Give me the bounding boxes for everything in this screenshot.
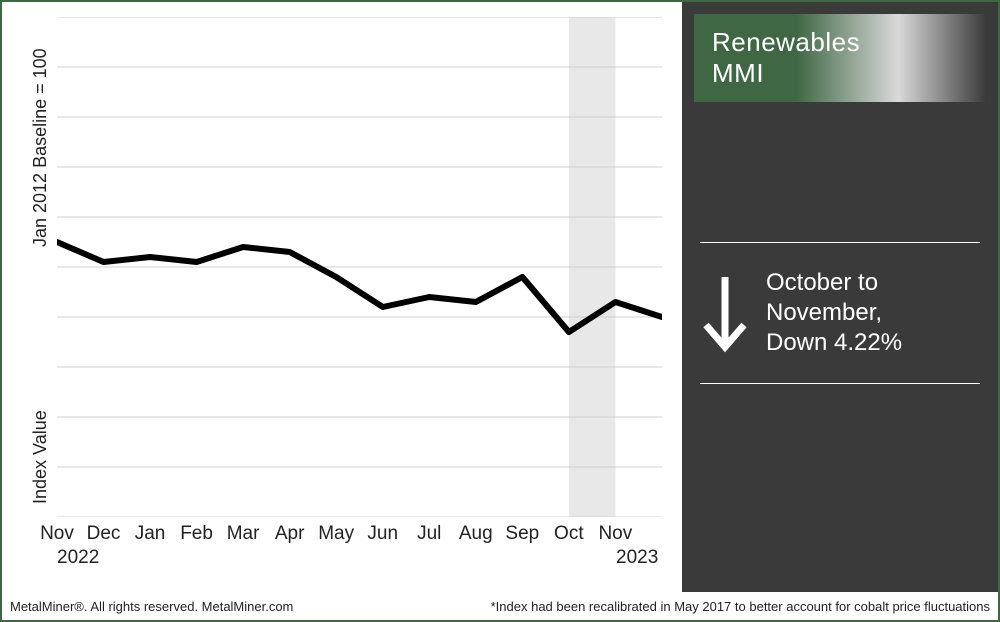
delta-line-3: Down 4.22% bbox=[766, 328, 902, 358]
chart-plot bbox=[57, 17, 662, 517]
y-axis-label-top: Jan 2012 Baseline = 100 bbox=[30, 48, 51, 247]
footer-footnote: *Index had been recalibrated in May 2017… bbox=[491, 599, 990, 614]
x-axis-year-left: 2022 bbox=[57, 547, 99, 569]
x-tick-label: Dec bbox=[80, 523, 127, 545]
delta-line-2: November, bbox=[766, 298, 902, 328]
x-tick-label: Jun bbox=[359, 523, 406, 545]
y-axis-label-bottom: Index Value bbox=[30, 410, 51, 504]
delta-block: October to November, Down 4.22% bbox=[682, 243, 998, 383]
x-tick-label: Nov bbox=[592, 523, 639, 545]
side-panel: Renewables MMI October to November, Down… bbox=[682, 2, 998, 592]
title-line-2: MMI bbox=[712, 58, 986, 89]
title-line-1: Renewables bbox=[712, 27, 986, 58]
footer: MetalMiner®. All rights reserved. MetalM… bbox=[2, 592, 998, 620]
x-axis-year-right: 2023 bbox=[616, 547, 658, 569]
footer-copyright: MetalMiner®. All rights reserved. MetalM… bbox=[10, 599, 293, 614]
x-tick-label: Mar bbox=[220, 523, 267, 545]
x-tick-label: Feb bbox=[173, 523, 220, 545]
x-axis-labels: NovDecJanFebMarAprMayJunJulAugSepOctNov bbox=[34, 523, 686, 545]
x-tick-label: Jul bbox=[406, 523, 453, 545]
main-row: Jan 2012 Baseline = 100 Index Value NovD… bbox=[2, 2, 998, 592]
side-divider-bottom bbox=[700, 383, 980, 384]
delta-line-1: October to bbox=[766, 268, 902, 298]
title-badge: Renewables MMI bbox=[694, 14, 986, 102]
delta-text: October to November, Down 4.22% bbox=[766, 268, 902, 358]
x-tick-label: Nov bbox=[34, 523, 81, 545]
x-tick-label: Aug bbox=[453, 523, 500, 545]
x-tick-label: Oct bbox=[546, 523, 593, 545]
x-tick-label: Apr bbox=[266, 523, 313, 545]
arrow-down-icon bbox=[700, 273, 750, 353]
side-gap bbox=[682, 102, 998, 242]
chart-panel: Jan 2012 Baseline = 100 Index Value NovD… bbox=[2, 2, 682, 592]
x-tick-label: Sep bbox=[499, 523, 546, 545]
figure-container: Jan 2012 Baseline = 100 Index Value NovD… bbox=[0, 0, 1000, 622]
x-tick-label: Jan bbox=[127, 523, 174, 545]
x-tick-label: May bbox=[313, 523, 360, 545]
